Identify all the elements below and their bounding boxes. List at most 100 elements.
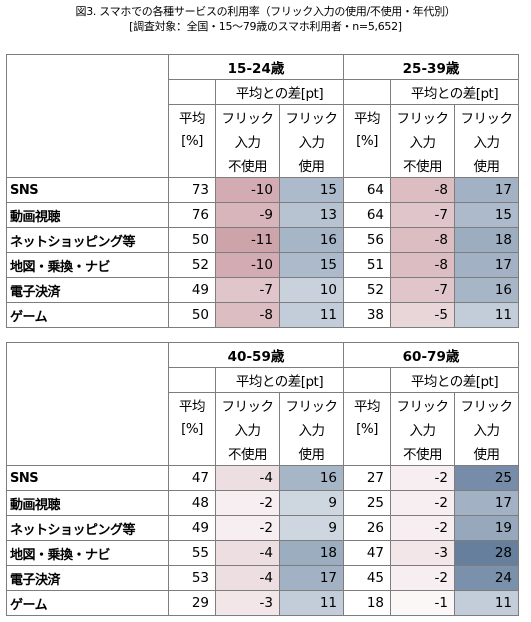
avg-value: 38	[343, 302, 391, 328]
avg-value: 55	[168, 540, 216, 566]
use-diff-value: 17	[454, 490, 519, 516]
avg-header: 平均	[343, 392, 391, 417]
flick-use-header: 使用	[454, 153, 519, 178]
service-label: SNS	[6, 465, 169, 491]
flick-nonuse-header: 不使用	[390, 441, 455, 466]
flick-use-header: フリック	[454, 392, 519, 417]
header-row: 不使用 使用 不使用 使用	[6, 441, 519, 466]
table-row: 地図・乗換・ナビ 52 -10 15 51 -8 17	[6, 252, 519, 278]
use-diff-value: 19	[454, 515, 519, 541]
use-diff-value: 16	[279, 227, 344, 253]
flick-nonuse-header: 入力	[215, 417, 280, 441]
corner-cell	[6, 129, 169, 153]
use-diff-value: 25	[454, 465, 519, 491]
service-label: 電子決済	[6, 277, 169, 303]
nonuse-diff-value: -4	[215, 540, 280, 566]
flick-nonuse-header: 不使用	[215, 153, 280, 178]
nonuse-diff-value: -4	[215, 565, 280, 591]
service-label: ゲーム	[6, 590, 169, 616]
use-diff-value: 16	[454, 277, 519, 303]
avg-value: 47	[168, 465, 216, 491]
table-row: 動画視聴 76 -9 13 64 -7 15	[6, 202, 519, 228]
chart-titles: 図3. スマホでの各種サービスの利用率（フリック入力の使用/不使用・年代別） […	[0, 4, 531, 34]
use-diff-value: 18	[454, 227, 519, 253]
flick-nonuse-header: 入力	[390, 417, 455, 441]
avg-header-cell	[168, 367, 216, 393]
table-row: ネットショッピング等 50 -11 16 56 -8 18	[6, 227, 519, 253]
use-diff-value: 15	[279, 252, 344, 278]
flick-use-header: 入力	[454, 129, 519, 153]
avg-value: 26	[343, 515, 391, 541]
nonuse-diff-value: -8	[390, 252, 455, 278]
diff-header: 平均との差[pt]	[215, 367, 344, 393]
header-row: 平均との差[pt] 平均との差[pt]	[6, 79, 519, 105]
service-label: SNS	[6, 177, 169, 203]
avg-header: [%]	[168, 129, 216, 153]
avg-value: 51	[343, 252, 391, 278]
avg-header-cell	[343, 367, 391, 393]
service-label: ゲーム	[6, 302, 169, 328]
corner-cell	[6, 441, 169, 466]
age-group-header: 40-59歳	[168, 342, 344, 368]
avg-value: 49	[168, 277, 216, 303]
table-row: 動画視聴 48 -2 9 25 -2 17	[6, 490, 519, 516]
flick-use-header: 使用	[279, 441, 344, 466]
avg-value: 53	[168, 565, 216, 591]
avg-value: 50	[168, 302, 216, 328]
use-diff-value: 15	[279, 177, 344, 203]
table-row: ゲーム 29 -3 11 18 -1 11	[6, 590, 519, 616]
diff-header: 平均との差[pt]	[390, 79, 519, 105]
header-row: [%] 入力 入力 [%] 入力 入力	[6, 417, 519, 441]
avg-header: [%]	[343, 129, 391, 153]
nonuse-diff-value: -2	[215, 515, 280, 541]
table-row: 電子決済 49 -7 10 52 -7 16	[6, 277, 519, 303]
age-group-header: 25-39歳	[343, 54, 519, 80]
service-label: 地図・乗換・ナビ	[6, 252, 169, 278]
flick-use-header: 使用	[454, 441, 519, 466]
header-row: 平均 フリック フリック 平均 フリック フリック	[6, 392, 519, 417]
avg-header: 平均	[343, 104, 391, 129]
avg-header: [%]	[168, 417, 216, 441]
corner-cell	[6, 153, 169, 178]
avg-value: 49	[168, 515, 216, 541]
header-row: 40-59歳 60-79歳	[6, 342, 519, 368]
nonuse-diff-value: -7	[390, 202, 455, 228]
nonuse-diff-value: -4	[215, 465, 280, 491]
service-label: ネットショッピング等	[6, 515, 169, 541]
data-table-1: 15-24歳 25-39歳 平均との差[pt] 平均との差[pt] 平均 フリック フリック…	[6, 54, 519, 328]
avg-value: 50	[168, 227, 216, 253]
avg-value: 27	[343, 465, 391, 491]
avg-header	[168, 153, 216, 178]
header-row: 平均 フリック フリック 平均 フリック フリック	[6, 104, 519, 129]
use-diff-value: 18	[279, 540, 344, 566]
nonuse-diff-value: -8	[390, 177, 455, 203]
table-row: 電子決済 53 -4 17 45 -2 24	[6, 565, 519, 591]
nonuse-diff-value: -5	[390, 302, 455, 328]
use-diff-value: 11	[279, 302, 344, 328]
nonuse-diff-value: -2	[390, 515, 455, 541]
age-group-header: 15-24歳	[168, 54, 344, 80]
corner-cell	[6, 79, 169, 105]
use-diff-value: 11	[279, 590, 344, 616]
avg-value: 18	[343, 590, 391, 616]
flick-nonuse-header: フリック	[215, 104, 280, 129]
avg-value: 56	[343, 227, 391, 253]
service-label: ネットショッピング等	[6, 227, 169, 253]
avg-value: 64	[343, 177, 391, 203]
avg-value: 45	[343, 565, 391, 591]
avg-value: 25	[343, 490, 391, 516]
header-row: 不使用 使用 不使用 使用	[6, 153, 519, 178]
use-diff-value: 10	[279, 277, 344, 303]
flick-use-header: 入力	[454, 417, 519, 441]
flick-use-header: 入力	[279, 129, 344, 153]
corner-cell	[6, 54, 169, 80]
avg-header: 平均	[168, 392, 216, 417]
use-diff-value: 9	[279, 515, 344, 541]
avg-value: 52	[168, 252, 216, 278]
use-diff-value: 11	[454, 590, 519, 616]
flick-nonuse-header: フリック	[390, 104, 455, 129]
avg-value: 76	[168, 202, 216, 228]
service-label: 地図・乗換・ナビ	[6, 540, 169, 566]
table-row: ゲーム 50 -8 11 38 -5 11	[6, 302, 519, 328]
table-row: SNS 47 -4 16 27 -2 25	[6, 465, 519, 491]
